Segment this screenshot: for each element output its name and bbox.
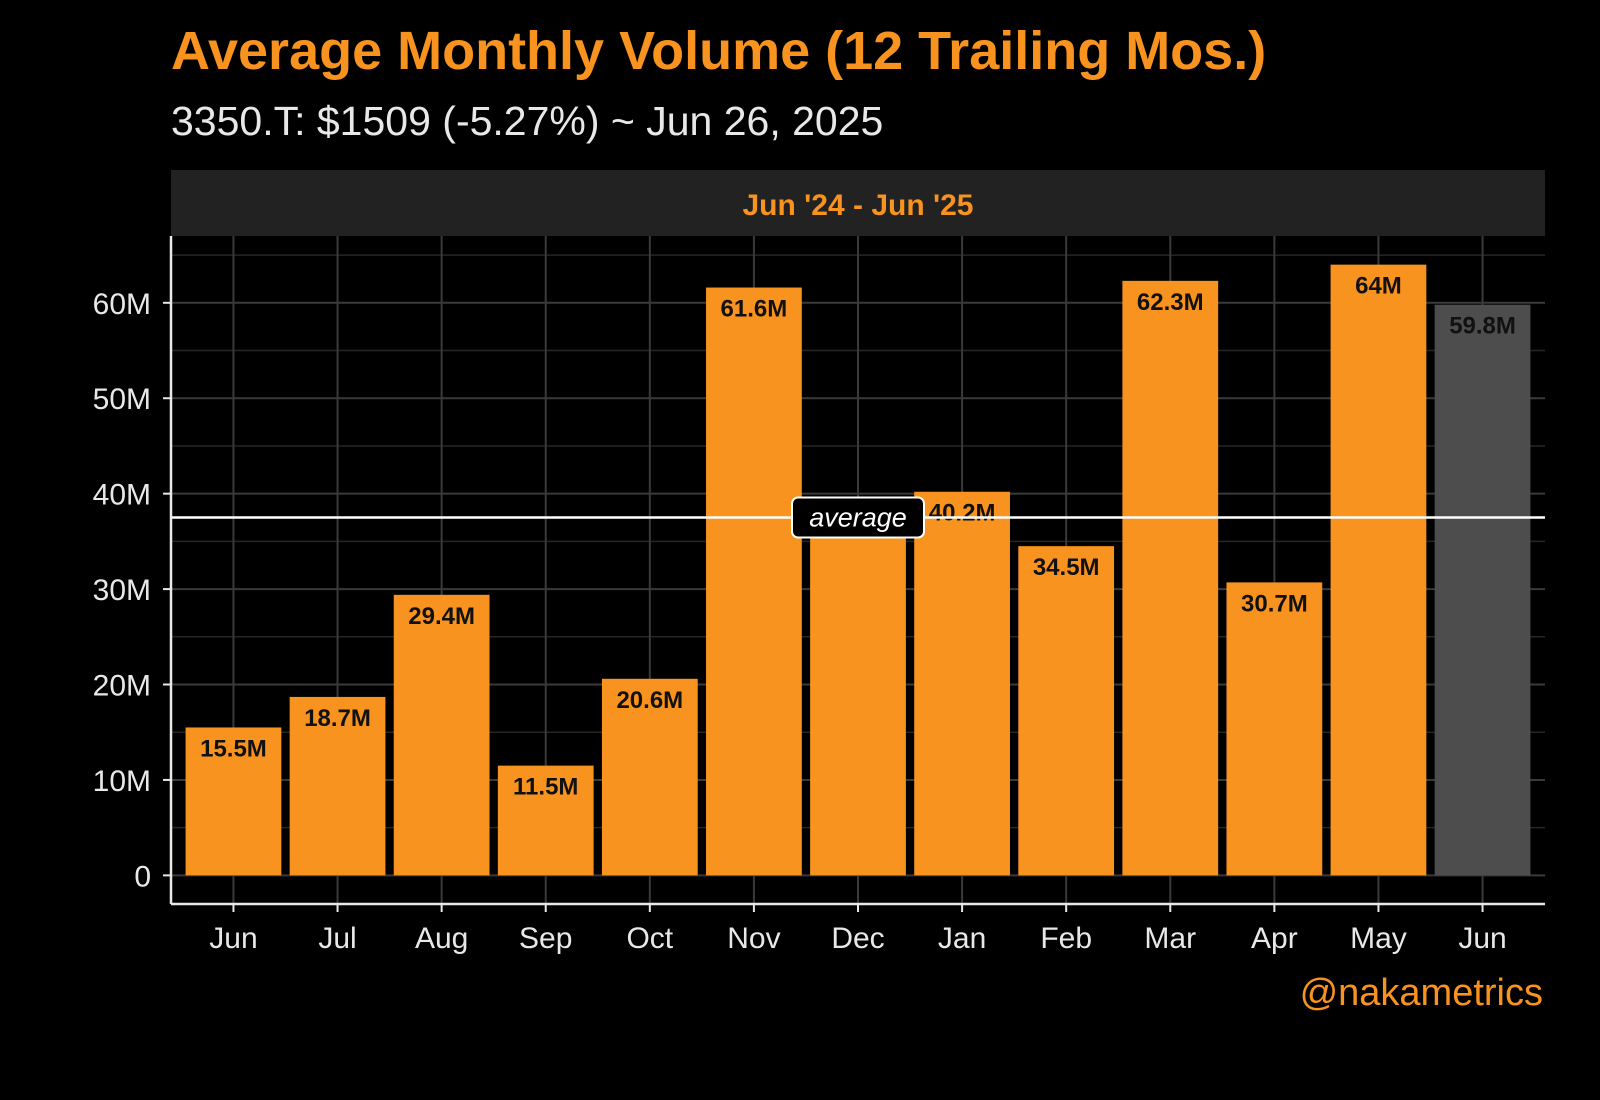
- x-tick-label: Jan: [938, 922, 986, 955]
- x-tick-label: Mar: [1144, 922, 1196, 955]
- average-label: average: [809, 503, 907, 533]
- y-tick-label: 20M: [93, 670, 151, 703]
- bar-oct-4: [601, 678, 698, 876]
- bar-value-label: 59.8M: [1449, 313, 1516, 340]
- x-tick-label: Feb: [1040, 922, 1092, 955]
- bar-jul-1: [289, 696, 386, 876]
- facet-strip: [171, 170, 1545, 236]
- bar-value-label: 62.3M: [1137, 289, 1204, 316]
- y-tick-label: 30M: [93, 574, 151, 607]
- x-tick-label: Sep: [519, 922, 572, 955]
- bar-value-label: 20.6M: [616, 687, 683, 714]
- bar-value-label: 29.4M: [408, 603, 475, 630]
- x-tick-label: Jun: [209, 922, 257, 955]
- axes: 0 10M 20M 30M 40M 50M 60M Jun Jul Aug Sep Oct Nov Dec…: [93, 236, 1545, 955]
- bar-dec-6: [810, 518, 906, 876]
- x-tick-label: Jun: [1458, 922, 1506, 955]
- bars: 15.5M 18.7M 29.4M 11.5M 20.6M 61.6M 40.2M 34.5M…: [185, 264, 1531, 876]
- x-tick-label: Apr: [1251, 922, 1298, 955]
- y-tick-label: 10M: [93, 765, 151, 798]
- bar-value-label: 18.7M: [304, 705, 371, 732]
- bar-value-label: 15.5M: [200, 735, 267, 762]
- x-tick-label: Nov: [727, 922, 780, 955]
- facet-label: Jun '24 - Jun '25: [742, 189, 973, 222]
- x-tick-label: Jul: [318, 922, 356, 955]
- bar-nov-5: [706, 287, 802, 876]
- bar-value-label: 30.7M: [1241, 590, 1308, 617]
- average-line-group: average: [171, 496, 1545, 539]
- watermark: @nakametrics: [1299, 972, 1543, 1014]
- x-tick-label: May: [1350, 922, 1407, 955]
- average-label-box: [791, 496, 925, 539]
- chart-title: Average Monthly Volume (12 Trailing Mos.…: [171, 21, 1267, 81]
- y-tick-label: 40M: [93, 479, 151, 512]
- y-tick-label: 50M: [93, 383, 151, 416]
- bar-value-label: 40.2M: [929, 500, 996, 527]
- bar-mar-9: [1122, 280, 1219, 876]
- bar-sep-3: [497, 765, 594, 876]
- bar-value-label: 64M: [1355, 273, 1402, 300]
- bar-may-11: [1330, 264, 1427, 876]
- bar-feb-8: [1018, 546, 1115, 876]
- y-tick-label: 60M: [93, 288, 151, 321]
- chart-subtitle: 3350.T: $1509 (-5.27%) ~ Jun 26, 2025: [171, 98, 884, 144]
- bar-value-label: 61.6M: [721, 296, 788, 323]
- x-tick-label: Oct: [626, 922, 673, 955]
- bar-jun-0: [185, 727, 282, 876]
- bar-jan-7: [914, 491, 1010, 876]
- x-tick-label: Dec: [831, 922, 884, 955]
- x-tick-label: Aug: [415, 922, 468, 955]
- bar-aug-2: [393, 594, 490, 876]
- bar-jun-12: [1434, 304, 1531, 876]
- bar-value-label: 34.5M: [1033, 554, 1100, 581]
- bar-value-label: 11.5M: [513, 774, 578, 801]
- y-tick-label: 0: [134, 860, 151, 893]
- bar-apr-10: [1226, 582, 1323, 876]
